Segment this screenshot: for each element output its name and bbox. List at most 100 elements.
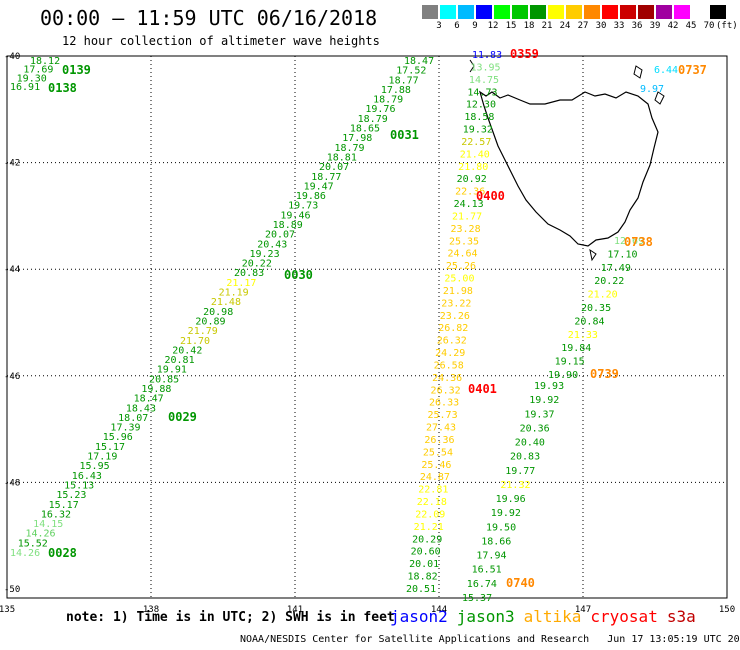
wave-height-value: 21.79 <box>188 326 218 337</box>
color-swatch <box>530 5 546 19</box>
wave-height-value: 24.36 <box>432 373 462 384</box>
color-scale-label: 3 <box>436 21 442 31</box>
wave-height-value: 19.92 <box>491 508 521 519</box>
wave-height-value: 20.42 <box>172 345 202 356</box>
color-scale-label: 9 <box>472 21 478 31</box>
wave-height-value: 16.91 <box>10 82 40 93</box>
wave-height-value: 22.36 <box>455 187 485 198</box>
wave-height-value: 23.26 <box>440 311 470 322</box>
wave-height-value: 21.77 <box>452 211 482 222</box>
map-title: 00:00 – 11:59 UTC 06/16/2018 <box>40 6 378 30</box>
wave-height-value: 15.95 <box>80 461 110 472</box>
wave-height-value: 25.26 <box>446 261 476 272</box>
wave-height-value: 13.95 <box>470 62 500 73</box>
color-swatch <box>602 5 618 19</box>
wave-height-value: 19.88 <box>141 384 171 395</box>
wave-height-value: 20.43 <box>257 239 287 250</box>
wave-height-value: 26.82 <box>438 323 468 334</box>
wave-height-value: 9.97 <box>640 84 664 95</box>
color-scale-label: 6 <box>454 21 460 31</box>
color-scale-unit: (ft) <box>716 21 738 31</box>
color-swatch <box>674 5 690 19</box>
island-outline <box>633 65 643 79</box>
wave-height-value: 22.81 <box>418 485 448 496</box>
wave-height-value: 22.57 <box>461 137 491 148</box>
track-0737: 6.44 9.97 0737 <box>640 63 707 95</box>
wave-height-value: 21.80 <box>458 162 488 173</box>
wave-height-value: 18.43 <box>126 403 156 414</box>
color-swatch <box>494 5 510 19</box>
wave-height-value: 20.22 <box>594 276 624 287</box>
wave-height-value: 27.43 <box>426 423 456 434</box>
pass-time-label: 0401 <box>468 382 497 396</box>
color-swatch <box>710 5 726 19</box>
wave-height-value: 20.89 <box>195 316 225 327</box>
latitude-tick-label: -42 <box>4 159 20 169</box>
wave-height-value: 23.28 <box>451 224 481 235</box>
wave-height-value: 18.58 <box>464 112 494 123</box>
latitude-tick-label: -46 <box>4 372 20 382</box>
wave-height-value: 19.84 <box>561 343 591 354</box>
wave-height-value: 15.23 <box>56 490 86 501</box>
map-border <box>6 55 728 599</box>
wave-height-value: 14.26 <box>25 529 55 540</box>
wave-height-value: 25.46 <box>421 460 451 471</box>
legend-item: altika <box>523 607 582 626</box>
wave-height-value: 15.13 <box>64 480 94 491</box>
wave-height-value: 16.74 <box>467 579 497 590</box>
wave-height-value: 21.21 <box>414 522 444 533</box>
wave-height-value: 19.77 <box>505 466 535 477</box>
color-swatch <box>620 5 636 19</box>
altimeter-tracks: 14.2615.5214.2614.1516.3215.1715.2315.13… <box>10 47 707 604</box>
color-scale-label: 30 <box>595 21 607 31</box>
wave-height-value: 15.17 <box>49 500 79 511</box>
wave-height-value: 20.07 <box>319 162 349 173</box>
wave-height-value: 20.35 <box>581 303 611 314</box>
wave-height-value: 21.20 <box>588 290 618 301</box>
color-scale-label: 15 <box>505 21 517 31</box>
wave-height-value: 15.52 <box>18 538 48 549</box>
color-scale-label: 42 <box>667 21 679 31</box>
wave-height-value: 19.73 <box>288 201 318 212</box>
color-scale-label: 39 <box>649 21 661 31</box>
wave-height-value: 20.29 <box>412 534 442 545</box>
latitude-tick-label: -50 <box>4 585 20 595</box>
pass-time-label: 0739 <box>590 367 619 381</box>
wave-height-value: 19.23 <box>249 249 279 260</box>
legend-item: cryosat <box>590 607 658 626</box>
wave-height-value: 18.12 <box>30 56 60 67</box>
wave-height-value: 25.35 <box>449 236 479 247</box>
wave-height-value: 14.75 <box>469 75 499 86</box>
wave-height-value: 20.83 <box>510 452 540 463</box>
wave-height-value: 20.84 <box>574 316 604 327</box>
wave-height-value: 15.37 <box>462 593 492 604</box>
wave-height-value: 21.17 <box>226 278 256 289</box>
color-swatch <box>692 5 708 19</box>
wave-height-value: 18.81 <box>327 152 357 163</box>
longitude-tick-label: 144 <box>431 605 447 615</box>
color-scale-label: 21 <box>541 21 553 31</box>
wave-height-value: 19.37 <box>524 409 554 420</box>
color-scale-label: 18 <box>523 21 535 31</box>
wave-height-value: 21.70 <box>180 336 210 347</box>
wave-height-value: 21.40 <box>460 149 490 160</box>
longitude-tick-label: 135 <box>0 605 15 615</box>
tasmania-coastline <box>469 59 665 262</box>
pass-time-label: 0031 <box>390 128 419 142</box>
wave-height-value: 20.85 <box>149 374 179 385</box>
wave-height-value: 19.50 <box>486 522 516 533</box>
island-outline <box>654 91 665 105</box>
wave-height-value: 20.60 <box>411 547 441 558</box>
wave-height-value: 22.18 <box>417 497 447 508</box>
wave-height-value: 21.33 <box>568 330 598 341</box>
longitude-tick-label: 138 <box>143 605 159 615</box>
wave-height-value: 19.86 <box>296 191 326 202</box>
color-swatch <box>440 5 456 19</box>
pass-time-label: 0738 <box>624 235 653 249</box>
wave-height-value: 14.73 <box>467 87 497 98</box>
wave-height-value: 24.64 <box>447 249 477 260</box>
wave-height-value: 16.32 <box>41 509 71 520</box>
wave-height-value: 26.36 <box>424 435 454 446</box>
